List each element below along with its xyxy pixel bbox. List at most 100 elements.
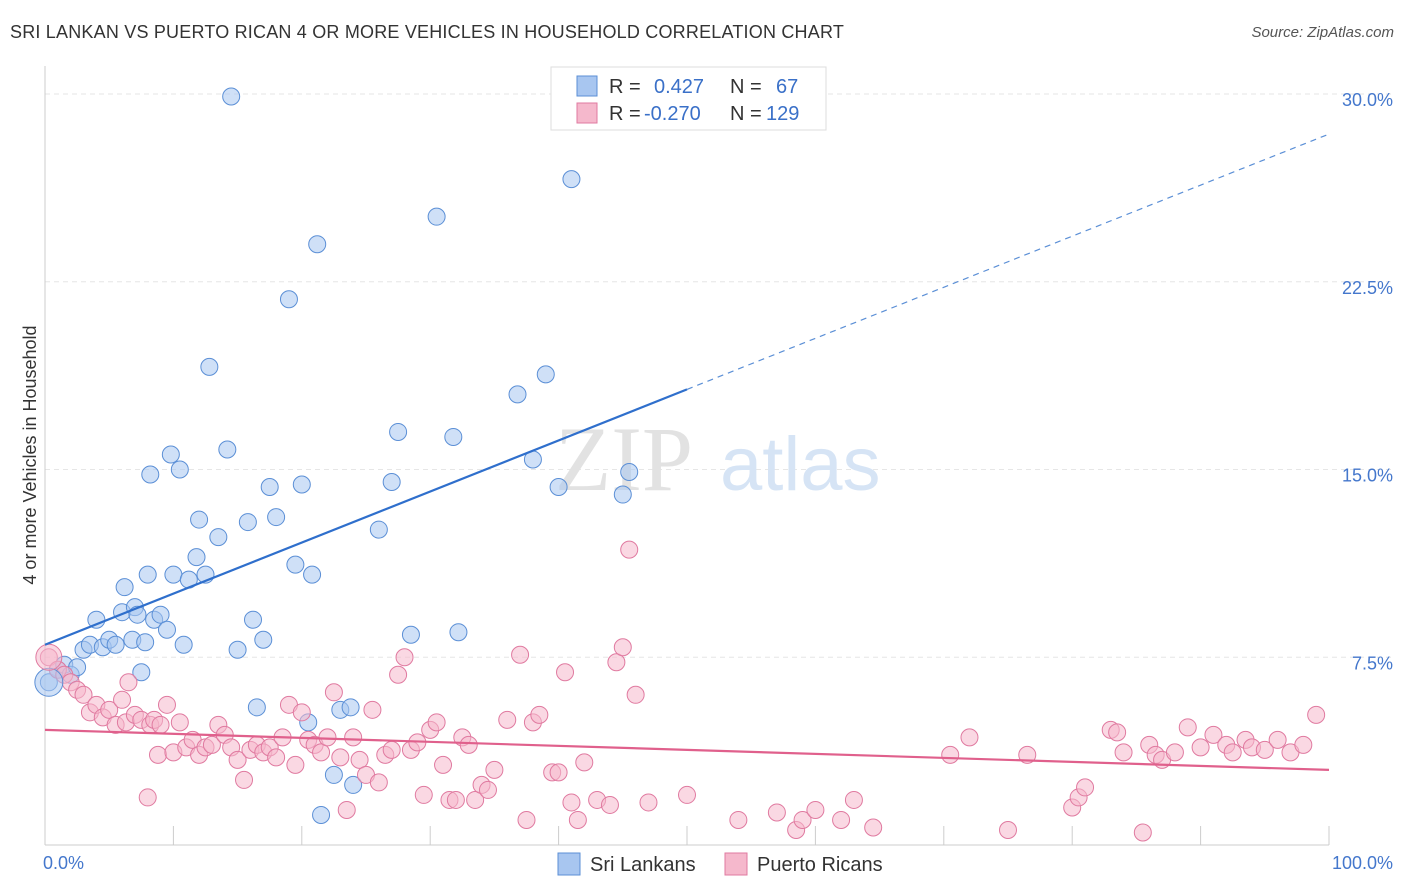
puerto-ricans-point	[613, 638, 632, 657]
sri-lankans-point	[286, 555, 305, 574]
sri-lankans-point	[562, 170, 581, 189]
puerto-ricans-point	[639, 793, 658, 812]
legend-swatch-sri-lankans	[576, 75, 598, 97]
sri-lankans-point	[247, 698, 266, 717]
puerto-ricans-point	[100, 700, 119, 719]
puerto-ricans-point	[427, 713, 446, 732]
sri-lankans-point	[218, 440, 237, 459]
puerto-ricans-point	[267, 748, 286, 767]
trend-lines	[44, 133, 1330, 771]
puerto-ricans-point	[119, 673, 138, 692]
puerto-ricans-point	[434, 755, 453, 774]
sri-lankans-point	[157, 620, 176, 639]
watermark: ZIP atlas	[555, 408, 881, 510]
puerto-ricans-point	[600, 795, 619, 814]
legend-n-label: N =	[730, 76, 762, 98]
puerto-ricans-point	[517, 810, 536, 829]
puerto-ricans-point	[530, 705, 549, 724]
puerto-ricans-point	[626, 685, 645, 704]
puerto-ricans-point	[767, 803, 786, 822]
legend-r-label: R =	[609, 103, 641, 125]
puerto-ricans-point	[337, 800, 356, 819]
puerto-ricans-point	[549, 763, 568, 782]
puerto-ricans-point	[382, 740, 401, 759]
puerto-ricans-point	[157, 695, 176, 714]
puerto-ricans-point	[1255, 740, 1274, 759]
puerto-ricans-point	[1133, 823, 1152, 842]
legend-n-value: 67	[776, 76, 798, 98]
sri-lankans-point	[132, 663, 151, 682]
x-tick-label: 100.0%	[1332, 853, 1393, 873]
tick-labels: 7.5% 15.0% 22.5% 30.0% 0.0% 100.0%	[43, 90, 1393, 873]
puerto-ricans-point	[35, 643, 63, 671]
grid-lines	[45, 93, 1395, 658]
puerto-ricans-point	[485, 760, 504, 779]
puerto-ricans-point	[511, 645, 530, 664]
puerto-ricans-point	[562, 793, 581, 812]
sri-lankans-point	[174, 635, 193, 654]
sri-lankans-point	[401, 625, 420, 644]
puerto-ricans-point	[1018, 745, 1037, 764]
puerto-ricans-point	[74, 685, 93, 704]
legend-r-value: -0.270	[644, 103, 701, 125]
puerto-ricans-point	[389, 665, 408, 684]
sri-lankans-point	[190, 510, 209, 529]
puerto-ricans-point	[363, 700, 382, 719]
data-points	[34, 87, 1326, 842]
sri-lankans-point	[324, 765, 343, 784]
sri-lankans-point	[228, 640, 247, 659]
puerto-ricans-point	[395, 648, 414, 667]
sri-lankans-point	[267, 508, 286, 527]
puerto-ricans-point	[113, 690, 132, 709]
sri-lankans-point	[141, 465, 160, 484]
puerto-ricans-point	[151, 715, 170, 734]
sri-lankans-point	[341, 698, 360, 717]
puerto-ricans-point	[170, 713, 189, 732]
puerto-ricans-point	[202, 735, 221, 754]
puerto-ricans-point	[228, 750, 247, 769]
sri-lankans-point	[344, 775, 363, 794]
puerto-ricans-point	[459, 735, 478, 754]
legend-r-value: 0.427	[654, 76, 704, 98]
sri-lankans-point	[303, 565, 322, 584]
puerto-ricans-point	[1191, 738, 1210, 757]
puerto-ricans-point	[1178, 718, 1197, 737]
puerto-ricans-point	[620, 540, 639, 559]
puerto-ricans-point	[369, 773, 388, 792]
sri-lankans-point	[449, 623, 468, 642]
puerto-ricans-point	[575, 753, 594, 772]
legend-n-label: N =	[730, 103, 762, 125]
sri-lankans-point	[136, 633, 155, 652]
sri-lankans-point	[382, 473, 401, 492]
puerto-ricans-point	[556, 663, 575, 682]
watermark-atlas: atlas	[720, 422, 881, 507]
puerto-ricans-point	[324, 683, 343, 702]
sri-lankans-point	[260, 478, 279, 497]
legend-bottom: Sri Lankans Puerto Ricans	[557, 852, 883, 876]
sri-lankans-point	[209, 528, 228, 547]
puerto-ricans-point	[331, 748, 350, 767]
chart-title: SRI LANKAN VS PUERTO RICAN 4 OR MORE VEH…	[10, 22, 845, 42]
legend-bottom-swatch-sri-lankans	[557, 852, 581, 876]
sri-lankans-point	[308, 235, 327, 254]
puerto-ricans-point	[344, 728, 363, 747]
puerto-ricans-point	[498, 710, 517, 729]
puerto-ricans-point	[148, 745, 167, 764]
legend-swatch-puerto-ricans	[576, 102, 598, 124]
sri-lankans-point	[106, 635, 125, 654]
puerto-ricans-point	[1307, 705, 1326, 724]
sri-lankans-point	[427, 207, 446, 226]
puerto-ricans-point	[793, 810, 812, 829]
puerto-ricans-point	[466, 790, 485, 809]
legend-bottom-label: Sri Lankans	[590, 854, 696, 876]
y-tick-label: 15.0%	[1342, 466, 1393, 486]
sri-lankans-point	[389, 422, 408, 441]
sri-lankans-trend-line	[44, 388, 688, 646]
puerto-ricans-point	[478, 780, 497, 799]
sri-lankans-point	[238, 513, 257, 532]
sri-lankans-point	[115, 578, 134, 597]
sri-lankans-point	[138, 565, 157, 584]
puerto-ricans-point	[607, 653, 626, 672]
sri-lankans-point	[244, 610, 263, 629]
puerto-ricans-point	[235, 770, 254, 789]
